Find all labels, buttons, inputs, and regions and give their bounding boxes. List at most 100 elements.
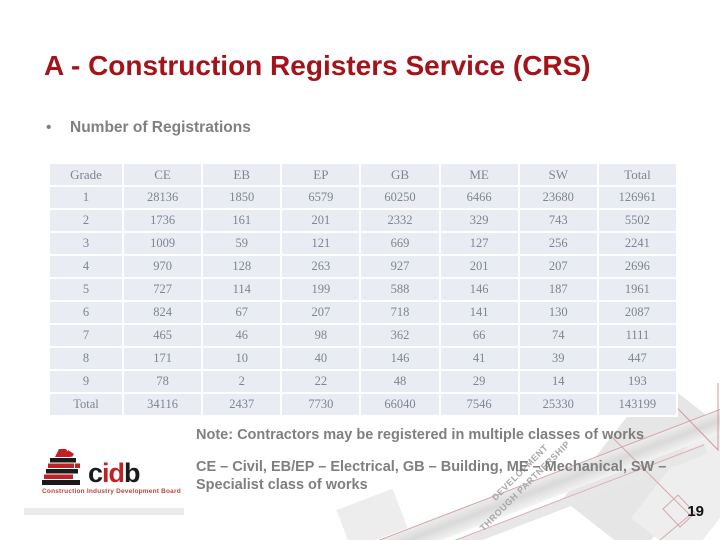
cidb-building-icon [42,449,80,485]
table-cell: 25330 [519,394,597,415]
table-cell: 14 [519,371,597,392]
table-cell: 1 [50,187,122,208]
table-cell: 141 [440,302,518,323]
table-cell: 2332 [361,210,439,231]
table-cell: 465 [124,325,202,346]
page-number: 19 [687,503,704,520]
table-cell: 743 [519,210,597,231]
table-row: 4 970 128 263 927 201 207 2696 [50,256,676,277]
header-cell: EB [203,164,281,185]
table-cell: 1009 [124,233,202,254]
header-cell: EP [282,164,360,185]
table-row: 5 727 114 199 588 146 187 1961 [50,279,676,300]
table-cell: 23680 [519,187,597,208]
cidb-wordmark: cidb [88,458,141,488]
table-cell: 34116 [124,394,202,415]
table-row: 1 28136 1850 6579 60250 6466 23680 126961 [50,187,676,208]
table-cell: 1736 [124,210,202,231]
table-cell: 187 [519,279,597,300]
table-cell: 114 [203,279,281,300]
table-row: 3 1009 59 121 669 127 256 2241 [50,233,676,254]
table-cell: 48 [361,371,439,392]
watermark-strip [24,508,184,515]
table-cell: 2437 [203,394,281,415]
table-cell: 2696 [598,256,676,277]
table-cell: 4 [50,256,122,277]
table-cell: 10 [203,348,281,369]
bullet-line: • Number of Registrations [46,119,251,137]
table-cell: 2 [203,371,281,392]
watermark-block [336,488,408,540]
header-cell: GB [361,164,439,185]
table-cell: 6466 [440,187,518,208]
table-cell: 9 [50,371,122,392]
table-cell: 263 [282,256,360,277]
table-cell: 78 [124,371,202,392]
table-cell: 41 [440,348,518,369]
header-cell: ME [440,164,518,185]
table-cell: 130 [519,302,597,323]
table-cell: 7546 [440,394,518,415]
table-cell: 66 [440,325,518,346]
table-cell: 669 [361,233,439,254]
table-cell: 171 [124,348,202,369]
table-cell: 5502 [598,210,676,231]
table-cell: 199 [282,279,360,300]
logo-letter: c [88,458,103,488]
table-cell: 67 [203,302,281,323]
table-cell: 127 [440,233,518,254]
table-cell: Total [50,394,122,415]
bullet-text: Number of Registrations [70,119,251,136]
table-cell: 1850 [203,187,281,208]
table-cell: 2 [50,210,122,231]
table-cell: 329 [440,210,518,231]
table-cell: 7 [50,325,122,346]
table-cell: 927 [361,256,439,277]
table-cell: 201 [440,256,518,277]
slide-title: A - Construction Registers Service (CRS) [44,50,591,81]
table-cell: 1961 [598,279,676,300]
table-cell: 74 [519,325,597,346]
table-cell: 588 [361,279,439,300]
table-cell: 59 [203,233,281,254]
table-cell: 143199 [598,394,676,415]
table-cell: 718 [361,302,439,323]
table-cell: 46 [203,325,281,346]
header-cell: SW [519,164,597,185]
table-cell: 2087 [598,302,676,323]
table-cell: 66040 [361,394,439,415]
note-text: Note: Contractors may be registered in m… [196,427,645,443]
table-cell: 128 [203,256,281,277]
table-cell: 40 [282,348,360,369]
cidb-logo: cidb Construction Industry Development B… [42,448,181,495]
table-row: 9 78 2 22 48 29 14 193 [50,371,676,392]
table-cell: 447 [598,348,676,369]
table-cell: 29 [440,371,518,392]
table-cell: 6 [50,302,122,323]
table-cell: 6579 [282,187,360,208]
logo-caption: Construction Industry Development Board [42,488,181,495]
table-cell: 7730 [282,394,360,415]
table-cell: 970 [124,256,202,277]
table-cell: 161 [203,210,281,231]
table-cell: 207 [282,302,360,323]
table-cell: 60250 [361,187,439,208]
table-cell: 121 [282,233,360,254]
table-header: Grade CE EB EP GB ME SW Total [50,164,676,185]
table-row: 2 1736 161 201 2332 329 743 5502 [50,210,676,231]
logo-letter: b [124,458,140,488]
table-cell: 362 [361,325,439,346]
logo-letter: id [102,458,125,488]
table-row: 7 465 46 98 362 66 74 1111 [50,325,676,346]
table-cell: 22 [282,371,360,392]
table-cell: 146 [361,348,439,369]
header-cell: CE [124,164,202,185]
table-row: 6 824 67 207 718 141 130 2087 [50,302,676,323]
table-cell: 5 [50,279,122,300]
table-cell: 146 [440,279,518,300]
table-cell: 201 [282,210,360,231]
table-cell: 2241 [598,233,676,254]
table-row: Total 34116 2437 7730 66040 7546 25330 143199 [50,394,676,415]
table-cell: 8 [50,348,122,369]
